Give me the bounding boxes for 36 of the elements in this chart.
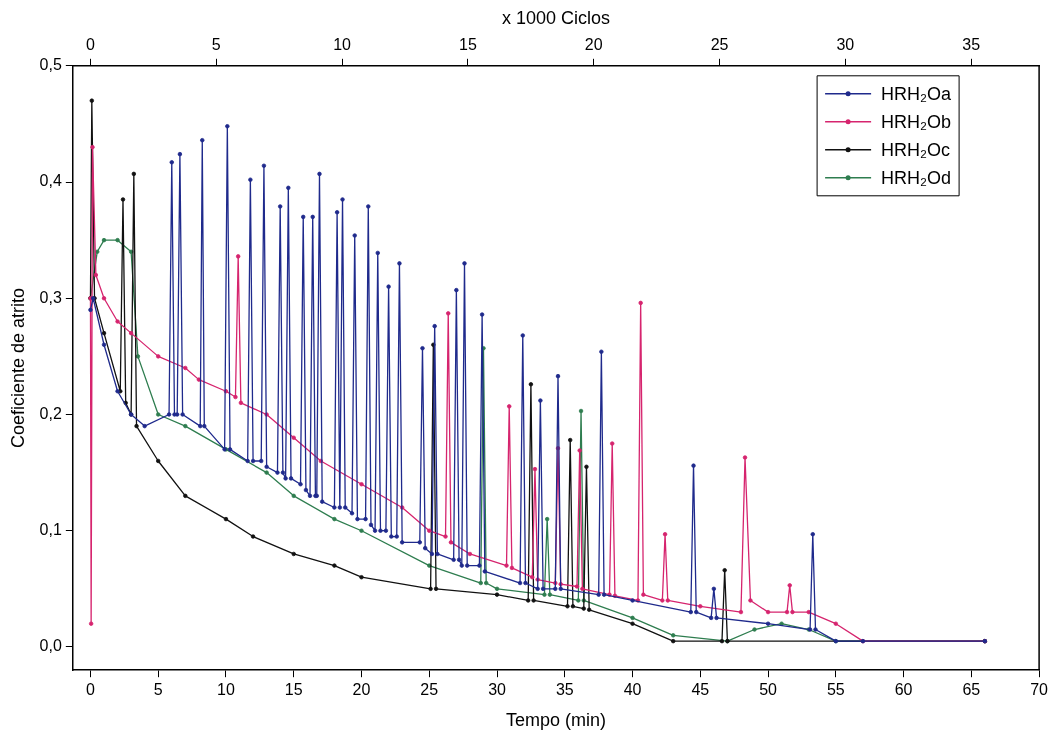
y-tick-label: 0,5 bbox=[39, 56, 62, 74]
x-tick-label: 40 bbox=[623, 681, 642, 699]
y-tick-label: 0,0 bbox=[39, 637, 62, 655]
x-tick-label: 30 bbox=[488, 681, 507, 699]
x2-tick-label: 25 bbox=[710, 35, 729, 53]
x-tick-label: 50 bbox=[759, 681, 778, 699]
legend-label: HRH₂Od bbox=[881, 167, 952, 188]
y-axis-title: Coeficiente de atrito bbox=[7, 287, 28, 449]
x-tick-label: 15 bbox=[284, 681, 303, 699]
x-tick-label: 45 bbox=[691, 681, 710, 699]
x2-tick-label: 0 bbox=[86, 35, 95, 53]
legend-label: HRH₂Ob bbox=[881, 111, 952, 132]
x-tick-label: 55 bbox=[826, 681, 845, 699]
x-tick-label: 10 bbox=[217, 681, 235, 699]
x-axis-title: Tempo (min) bbox=[505, 710, 606, 731]
x-tick-label: 60 bbox=[894, 681, 913, 699]
x-tick-label: 0 bbox=[86, 681, 96, 699]
x-tick-label: 65 bbox=[962, 681, 981, 699]
x2-tick-label: 20 bbox=[584, 35, 603, 53]
x2-tick-label: 15 bbox=[459, 35, 477, 53]
y-tick-label: 0,4 bbox=[39, 172, 62, 190]
x2-tick-label: 5 bbox=[211, 35, 221, 53]
y-tick-label: 0,1 bbox=[39, 521, 62, 539]
x-tick-label: 25 bbox=[420, 681, 439, 699]
x-tick-label: 70 bbox=[1030, 681, 1049, 699]
x2-axis-title: x 1000 Ciclos bbox=[501, 7, 610, 28]
x-tick-label: 20 bbox=[352, 681, 371, 699]
legend-label: HRH₂Oa bbox=[881, 83, 953, 104]
x2-tick-label: 35 bbox=[962, 35, 981, 53]
x2-tick-label: 10 bbox=[333, 35, 352, 53]
legend-label: HRH₂Oc bbox=[881, 139, 951, 160]
x2-tick-label: 30 bbox=[836, 35, 855, 53]
x-tick-label: 35 bbox=[555, 681, 574, 699]
y-tick-label: 0,3 bbox=[39, 288, 62, 306]
x-tick-label: 5 bbox=[153, 681, 163, 699]
y-tick-label: 0,2 bbox=[39, 404, 62, 422]
